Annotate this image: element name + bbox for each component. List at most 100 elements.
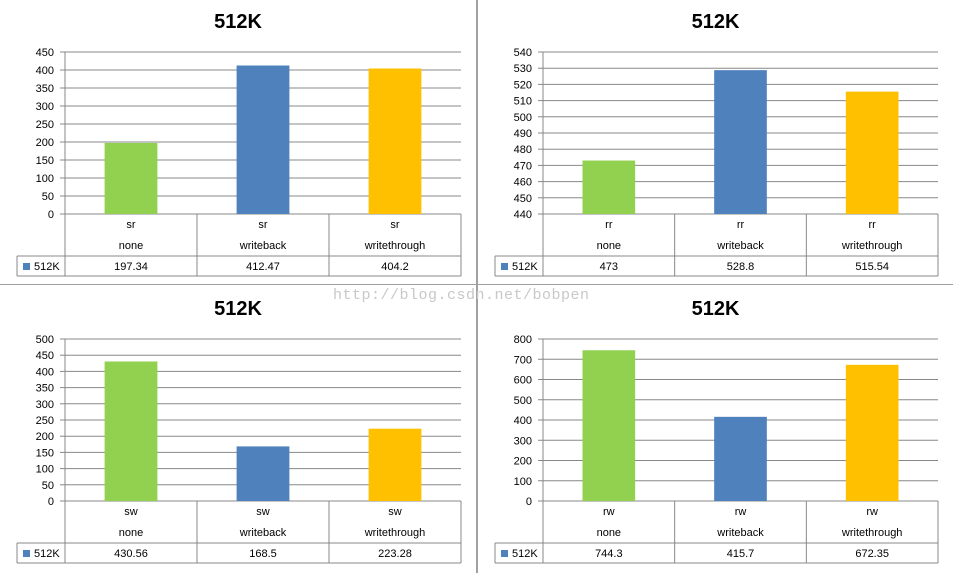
- y-tick-label: 600: [514, 375, 532, 387]
- y-tick-label: 350: [36, 383, 54, 395]
- category-label: sr: [390, 219, 400, 231]
- category-label: sw: [388, 506, 402, 518]
- y-tick-label: 460: [514, 177, 532, 189]
- bar-writethrough: [368, 428, 422, 501]
- chart-title: 512K: [692, 11, 740, 33]
- y-tick-label: 100: [36, 464, 54, 476]
- y-tick-label: 500: [514, 112, 532, 124]
- y-tick-label: 350: [36, 83, 54, 95]
- legend-label: 512K: [34, 548, 60, 560]
- y-tick-label: 150: [36, 155, 54, 167]
- chart-svg-sr: 512K 0 50 100 150 200 250 300 350 400 450 sr none 197…: [16, 11, 462, 277]
- data-table-value: 528.8: [727, 261, 755, 273]
- bar-none: [582, 160, 636, 214]
- bar-none: [104, 142, 158, 214]
- data-table-value: 672.35: [855, 548, 889, 560]
- legend-swatch: [501, 550, 508, 557]
- legend-swatch: [23, 263, 30, 270]
- y-tick-label: 400: [514, 415, 532, 427]
- category-sublabel: writethrough: [364, 527, 426, 539]
- category-label: rw: [735, 506, 747, 518]
- y-tick-label: 700: [514, 354, 532, 366]
- y-tick-label: 150: [36, 447, 54, 459]
- data-table-value: 415.7: [727, 548, 755, 560]
- category-label: sr: [258, 219, 268, 231]
- legend-label: 512K: [34, 261, 60, 273]
- chart-panel-rr: 512K 440 450 460 470 480 490 500 510 520 530 540 rr n…: [478, 0, 953, 284]
- y-tick-label: 50: [42, 480, 54, 492]
- y-tick-label: 510: [514, 96, 532, 108]
- category-sublabel: writeback: [239, 527, 287, 539]
- y-tick-label: 450: [36, 47, 54, 59]
- category-label: sw: [256, 506, 270, 518]
- category-sublabel: writethrough: [841, 527, 903, 539]
- y-tick-label: 300: [36, 101, 54, 113]
- bar-writethrough: [845, 91, 899, 214]
- watermark: http://blog.csdn.net/bobpen: [333, 287, 590, 304]
- category-label: rr: [605, 219, 613, 231]
- bar-none: [582, 350, 636, 501]
- legend-label: 512K: [512, 261, 538, 273]
- data-table-value: 223.28: [378, 548, 412, 560]
- chart-svg-sw: 512K 0 50 100 150 200 250 300 350 400 450 500 sw none…: [16, 298, 462, 564]
- chart-panel-rw: 512K 0 100 200 300 400 500 600 700 800 rw none 744.3…: [478, 287, 953, 573]
- category-label: rr: [869, 219, 877, 231]
- bar-writeback: [714, 70, 767, 214]
- y-tick-label: 200: [36, 137, 54, 149]
- chart-panel-sw: 512K 0 50 100 150 200 250 300 350 400 450 500 sw none…: [0, 287, 476, 573]
- y-tick-label: 250: [36, 415, 54, 427]
- y-tick-label: 50: [42, 191, 54, 203]
- data-table-value: 515.54: [855, 261, 889, 273]
- y-tick-label: 500: [514, 395, 532, 407]
- category-label: sr: [126, 219, 136, 231]
- y-tick-label: 300: [36, 399, 54, 411]
- category-sublabel: none: [119, 527, 143, 539]
- data-table-value: 412.47: [246, 261, 280, 273]
- y-tick-label: 500: [36, 334, 54, 346]
- y-tick-label: 450: [514, 193, 532, 205]
- y-tick-label: 100: [36, 173, 54, 185]
- category-label: sw: [124, 506, 138, 518]
- y-tick-label: 0: [526, 496, 532, 508]
- category-sublabel: writeback: [716, 240, 764, 252]
- chart-title: 512K: [214, 11, 262, 33]
- y-tick-label: 200: [514, 456, 532, 468]
- data-table-value: 744.3: [595, 548, 623, 560]
- bar-writeback: [714, 416, 767, 501]
- vertical-divider: [476, 0, 478, 573]
- y-tick-label: 250: [36, 119, 54, 131]
- y-tick-label: 0: [48, 496, 54, 508]
- chart-title: 512K: [214, 298, 262, 320]
- bar-writeback: [236, 446, 290, 501]
- category-sublabel: writeback: [239, 240, 287, 252]
- category-sublabel: none: [119, 240, 143, 252]
- category-sublabel: writethrough: [364, 240, 426, 252]
- chart-svg-rr: 512K 440 450 460 470 480 490 500 510 520 530 540 rr n…: [494, 11, 939, 277]
- data-table-value: 197.34: [114, 261, 148, 273]
- data-table-value: 404.2: [381, 261, 409, 273]
- y-tick-label: 800: [514, 334, 532, 346]
- y-tick-label: 440: [514, 209, 532, 221]
- data-table-value: 430.56: [114, 548, 148, 560]
- y-tick-label: 470: [514, 160, 532, 172]
- y-tick-label: 200: [36, 431, 54, 443]
- category-label: rw: [603, 506, 615, 518]
- category-sublabel: none: [597, 527, 621, 539]
- y-tick-label: 520: [514, 79, 532, 91]
- bar-writeback: [236, 65, 290, 214]
- legend-swatch: [23, 550, 30, 557]
- category-sublabel: writeback: [716, 527, 764, 539]
- bar-writethrough: [368, 68, 422, 214]
- category-label: rw: [866, 506, 878, 518]
- y-tick-label: 100: [514, 476, 532, 488]
- horizontal-divider-left: [0, 284, 476, 285]
- y-tick-label: 400: [36, 366, 54, 378]
- category-label: rr: [737, 219, 745, 231]
- chart-panel-sr: 512K 0 50 100 150 200 250 300 350 400 450 sr none 197…: [0, 0, 476, 284]
- y-tick-label: 400: [36, 65, 54, 77]
- category-sublabel: none: [597, 240, 621, 252]
- y-tick-label: 490: [514, 128, 532, 140]
- y-tick-label: 540: [514, 47, 532, 59]
- data-table-value: 473: [600, 261, 618, 273]
- y-tick-label: 530: [514, 63, 532, 75]
